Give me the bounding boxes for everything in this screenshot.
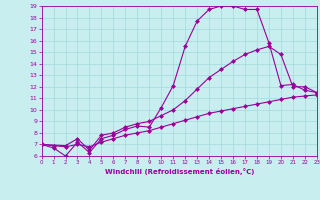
X-axis label: Windchill (Refroidissement éolien,°C): Windchill (Refroidissement éolien,°C) — [105, 168, 254, 175]
